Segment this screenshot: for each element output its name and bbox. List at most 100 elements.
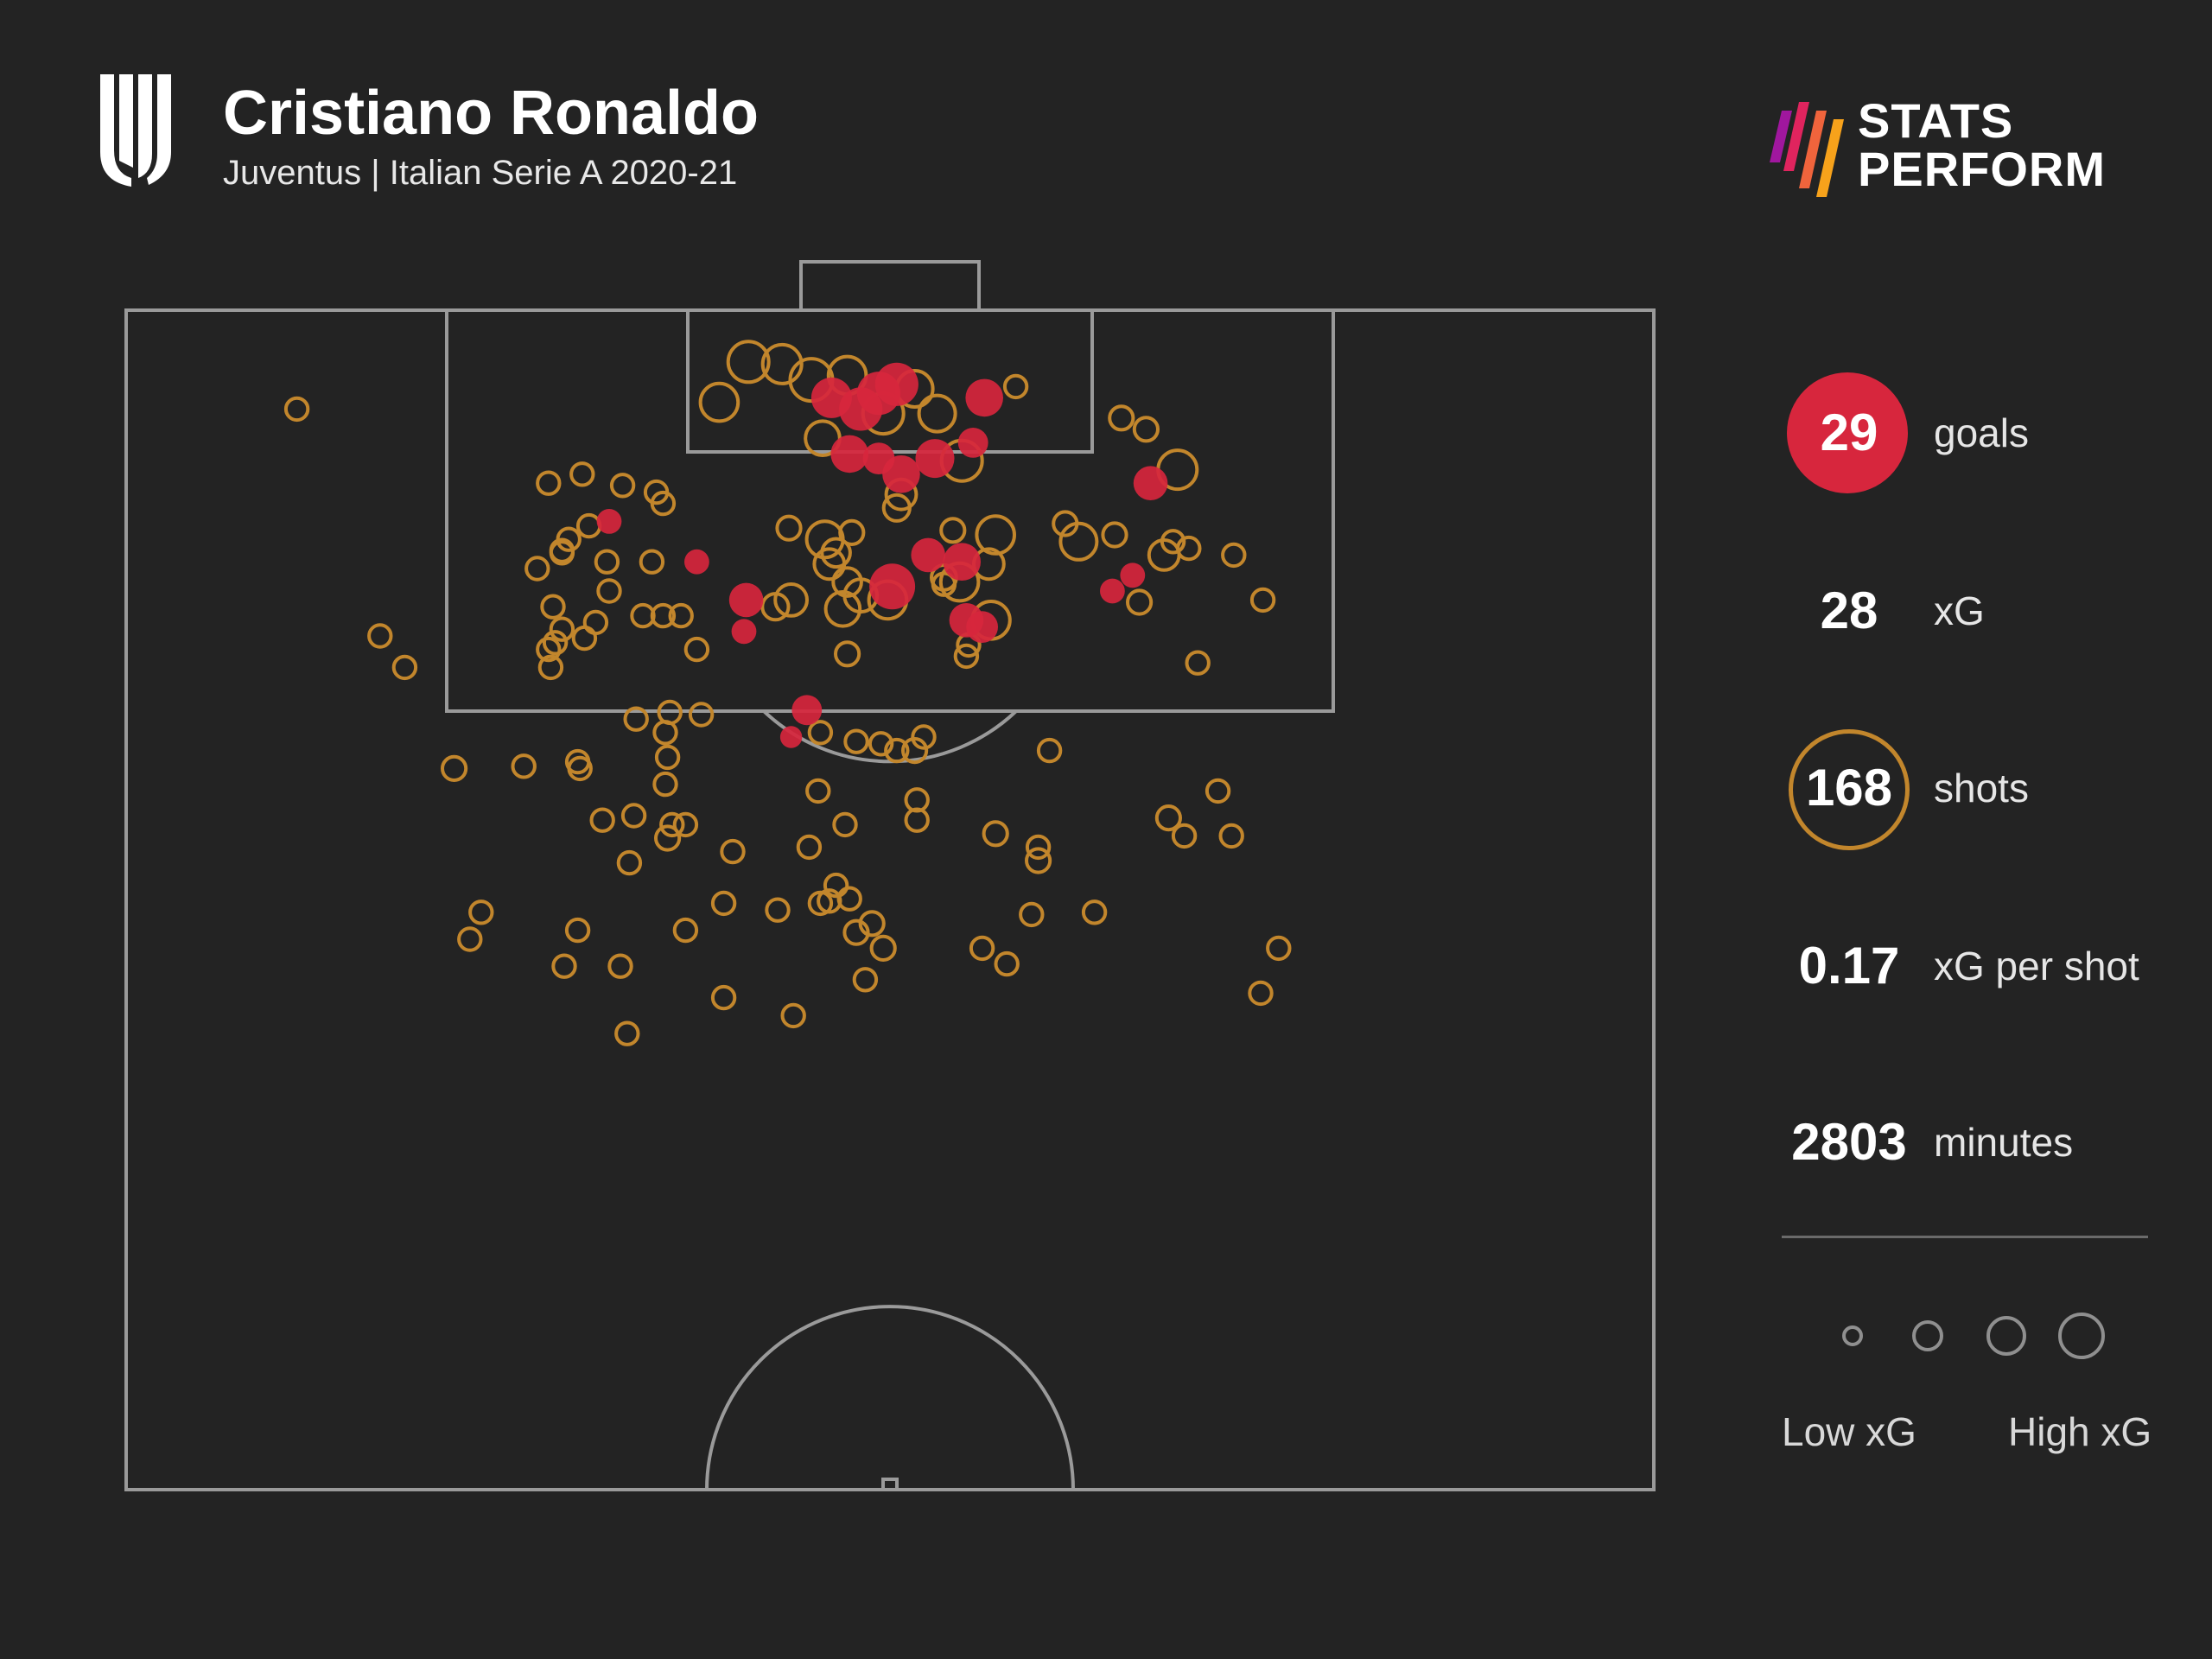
shot-marker [683, 636, 710, 663]
shot-marker [511, 753, 537, 779]
shot-marker [726, 340, 771, 385]
shot-marker [609, 473, 636, 499]
shot-marker [549, 616, 575, 642]
stats-divider [1782, 1236, 2148, 1238]
shot-marker [551, 953, 577, 979]
goals-value: 29 [1820, 404, 1878, 461]
shot-marker [982, 820, 1009, 848]
juventus-logo-icon [100, 74, 171, 187]
goal-marker [596, 509, 622, 534]
shots-value: 168 [1805, 759, 1893, 817]
shot-marker [817, 888, 842, 914]
shot-marker [582, 609, 609, 636]
shot-marker [596, 578, 622, 604]
goal-marker [830, 435, 868, 474]
shot-marker [650, 490, 677, 517]
shot-marker [1218, 823, 1244, 849]
shot-marker [1058, 521, 1099, 562]
shot-marker [698, 381, 741, 423]
shot-marker [1185, 650, 1211, 676]
shot-marker [904, 807, 930, 833]
stat-xg-per-shot: 0.17 xG per shot [1780, 901, 2212, 1031]
goal-marker [779, 726, 803, 748]
shot-marker [440, 754, 468, 783]
legend-dot-medium-low [1912, 1320, 1943, 1351]
shot-marker [607, 953, 633, 979]
goal [799, 260, 981, 312]
shot-marker [868, 731, 894, 757]
shot-marker [652, 771, 678, 798]
shot-marker [391, 654, 418, 681]
goal-marker [943, 543, 981, 581]
shot-marker [1081, 899, 1108, 925]
goal-marker [957, 428, 988, 458]
goal-marker [882, 455, 920, 493]
stats-perform-mark-icon [1770, 102, 1844, 197]
shot-marker [620, 803, 647, 829]
shot-marker [1002, 373, 1029, 400]
shot-marker [367, 623, 393, 649]
shot-marker [688, 702, 715, 728]
shot-marker [831, 566, 863, 598]
shot-marker [832, 811, 858, 838]
shot-marker [805, 778, 831, 804]
shot-marker [571, 625, 598, 652]
minutes-value: 2803 [1791, 1113, 1907, 1171]
shot-marker [283, 396, 310, 423]
shot-marker [1171, 823, 1198, 849]
shot-marker [549, 540, 575, 566]
shot-marker [567, 755, 593, 782]
shot-marker [542, 630, 569, 656]
goal-marker [874, 362, 918, 406]
shot-marker [884, 737, 910, 764]
shot-marker [569, 461, 595, 487]
legend-dot-medium-high [1986, 1316, 2026, 1356]
shot-marker [796, 834, 823, 861]
page-subtitle: Juventus | Italian Serie A 2020-21 [223, 154, 738, 192]
shot-marker [1132, 416, 1160, 443]
shot-marker [668, 602, 694, 629]
goal-marker [791, 695, 823, 726]
centre-circle [705, 1305, 1075, 1491]
shot-marker [953, 643, 980, 670]
goal-marker [728, 582, 764, 618]
shot-marker [1019, 901, 1045, 928]
shot-marker [1025, 834, 1052, 861]
brand-line-1: STATS [1858, 93, 2014, 148]
goal-marker [1133, 466, 1168, 500]
legend-dot-low [1842, 1325, 1863, 1346]
shot-marker [616, 849, 643, 876]
shot-marker [536, 470, 562, 496]
page-title: Cristiano Ronaldo [223, 79, 760, 148]
goal-marker [731, 619, 757, 645]
shot-marker [672, 811, 699, 838]
shot-marker [1221, 542, 1247, 569]
shot-marker [843, 728, 869, 754]
shot-marker [1025, 847, 1052, 874]
shot-marker [537, 654, 564, 681]
legend-low-label: Low xG [1782, 1409, 1916, 1454]
shot-marker [760, 342, 804, 385]
shot-marker [1154, 804, 1183, 832]
shot-marker [650, 602, 677, 629]
shot-marker [939, 517, 967, 544]
shot-marker [654, 824, 682, 852]
shot-marker [917, 393, 957, 434]
stats-perform-logo: STATS PERFORM [1770, 97, 2133, 200]
shot-marker [852, 967, 879, 993]
shot-marker [765, 897, 791, 923]
goal-marker [965, 378, 1003, 417]
shot-marker [994, 950, 1020, 977]
goal-marker [911, 537, 945, 573]
shot-marker [969, 935, 995, 962]
stat-xg: 28 xG [1780, 546, 2212, 676]
shot-marker [1248, 980, 1274, 1007]
shot-marker [836, 886, 862, 912]
shot-marker [1126, 588, 1154, 616]
stat-goals: 29 goals [1780, 368, 2212, 498]
shot-marker [881, 493, 912, 523]
shots-label: shots [1934, 766, 2029, 810]
shot-marker [780, 1002, 806, 1029]
